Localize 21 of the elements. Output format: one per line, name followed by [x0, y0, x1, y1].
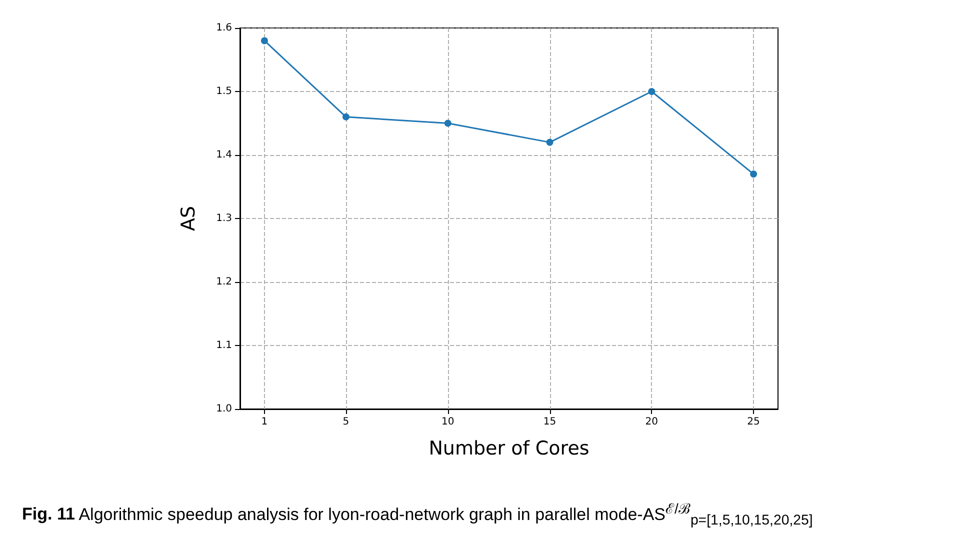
x-tick-label: 1	[261, 416, 268, 428]
x-tick-label: 15	[543, 416, 556, 428]
x-tick-label: 5	[342, 416, 350, 428]
point	[546, 138, 554, 146]
point	[750, 170, 758, 178]
x-tick-label: 10	[441, 416, 454, 428]
y-tick-label: 1.6	[216, 22, 232, 34]
y-tick-label: 1.0	[216, 404, 232, 414]
point	[342, 113, 350, 120]
x-tick-label: 25	[747, 416, 760, 428]
y-tick-label: 1.2	[216, 276, 232, 288]
point	[648, 88, 656, 95]
x-tick-label: 20	[645, 416, 658, 428]
y-tick-label: 1.1	[216, 340, 232, 351]
point	[260, 37, 268, 44]
point	[444, 120, 452, 127]
y-tick-label: 1.4	[216, 150, 232, 160]
y-tick-label: 1.5	[216, 86, 232, 97]
y-tick-label: 1.3	[216, 213, 232, 224]
y-axis-title: AS	[178, 206, 200, 232]
x-axis-title: Number of Cores	[428, 438, 590, 460]
